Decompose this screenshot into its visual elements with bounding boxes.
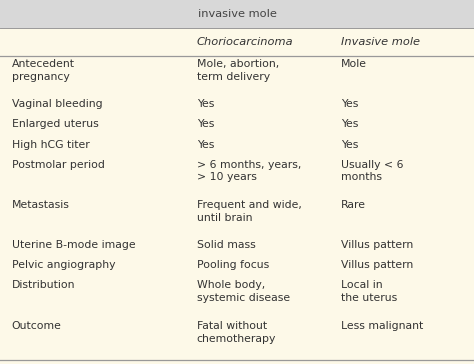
Text: Outcome: Outcome — [12, 321, 62, 331]
Text: Usually < 6
months: Usually < 6 months — [341, 160, 404, 182]
Bar — [0, 0, 474, 28]
Text: Yes: Yes — [341, 119, 359, 129]
Text: Yes: Yes — [197, 99, 214, 109]
Text: Postmolar period: Postmolar period — [12, 160, 105, 170]
Text: Antecedent
pregnancy: Antecedent pregnancy — [12, 59, 75, 82]
Text: Invasive mole: Invasive mole — [341, 37, 420, 47]
Text: Metastasis: Metastasis — [12, 200, 70, 210]
Text: Distribution: Distribution — [12, 281, 75, 290]
Text: > 6 months, years,
> 10 years: > 6 months, years, > 10 years — [197, 160, 301, 182]
Text: Mole, abortion,
term delivery: Mole, abortion, term delivery — [197, 59, 279, 82]
Text: Pooling focus: Pooling focus — [197, 260, 269, 270]
Text: Yes: Yes — [197, 139, 214, 150]
Text: Yes: Yes — [341, 99, 359, 109]
Text: High hCG titer: High hCG titer — [12, 139, 90, 150]
Text: Enlarged uterus: Enlarged uterus — [12, 119, 99, 129]
Text: Whole body,
systemic disease: Whole body, systemic disease — [197, 281, 290, 303]
Text: Solid mass: Solid mass — [197, 240, 255, 250]
Text: Vaginal bleeding: Vaginal bleeding — [12, 99, 102, 109]
Text: Local in
the uterus: Local in the uterus — [341, 281, 398, 303]
Text: invasive mole: invasive mole — [198, 9, 276, 19]
Text: Choriocarcinoma: Choriocarcinoma — [197, 37, 293, 47]
Text: Rare: Rare — [341, 200, 366, 210]
Text: Villus pattern: Villus pattern — [341, 240, 413, 250]
Text: Yes: Yes — [197, 119, 214, 129]
Text: Frequent and wide,
until brain: Frequent and wide, until brain — [197, 200, 301, 223]
Text: Yes: Yes — [341, 139, 359, 150]
Text: Less malignant: Less malignant — [341, 321, 424, 331]
Text: Mole: Mole — [341, 59, 367, 69]
Text: Villus pattern: Villus pattern — [341, 260, 413, 270]
Text: Fatal without
chemotherapy: Fatal without chemotherapy — [197, 321, 276, 344]
Text: Pelvic angiography: Pelvic angiography — [12, 260, 115, 270]
Text: Uterine B-mode image: Uterine B-mode image — [12, 240, 136, 250]
